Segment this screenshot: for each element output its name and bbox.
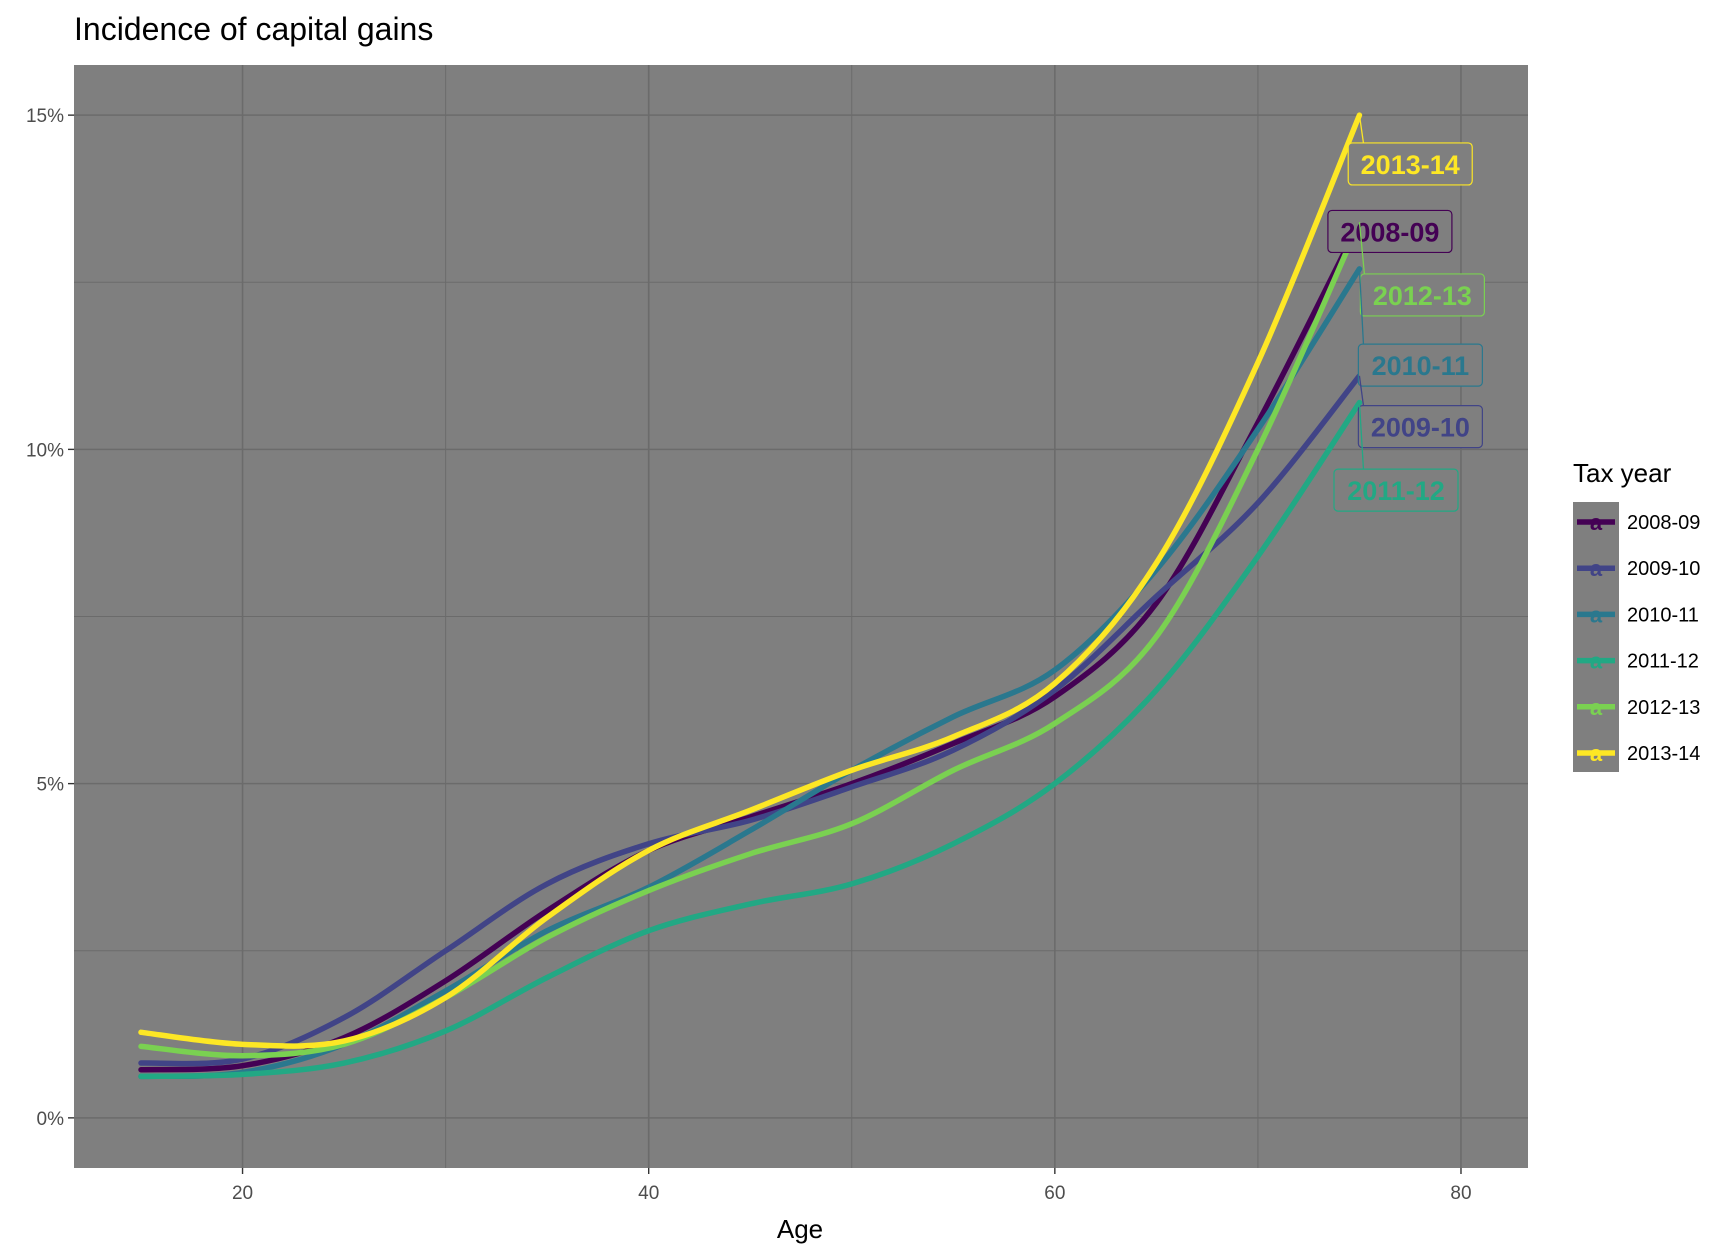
- legend-key-glyph-2013-14: a: [1590, 741, 1603, 766]
- series-line-2012-13: [138, 219, 1363, 1059]
- legend-label-2011-12: 2011-12: [1627, 651, 1699, 673]
- label-leader-2010-11: [1358, 268, 1365, 345]
- y-tick-label: 5%: [37, 775, 65, 796]
- x-tick-label: 80: [1450, 1183, 1471, 1204]
- direct-label-2010-11: 2010-11: [1372, 351, 1470, 381]
- y-tick-label: 0%: [37, 1109, 65, 1130]
- direct-label-2012-13: 2012-13: [1373, 281, 1472, 311]
- label-box-2009-10: [1357, 405, 1483, 449]
- label-box-2013-14: [1347, 142, 1473, 186]
- y-tick-label: 10%: [26, 440, 64, 461]
- label-box-2010-11: [1357, 343, 1483, 387]
- x-axis-title: Age: [777, 1214, 823, 1244]
- legend-label-2010-11: 2010-11: [1627, 604, 1699, 626]
- legend-label-2009-10: 2009-10: [1627, 558, 1700, 580]
- legend-title: Tax year: [1573, 458, 1672, 488]
- direct-labels: 2013-14 2008-09 2012-13 2010-11 2009-10 2011-…: [1327, 115, 1486, 512]
- legend-label-2008-09: 2008-09: [1627, 512, 1700, 534]
- grid-lines: [74, 65, 1528, 1168]
- legend-key-glyph-2011-12: a: [1590, 649, 1603, 674]
- legend: Tax year a 2008-09 a 2009-10 a 2010-11 a 2011-1…: [1573, 458, 1700, 772]
- label-leader-2009-10: [1358, 375, 1365, 406]
- x-tick-label: 60: [1044, 1183, 1065, 1204]
- legend-key-glyph-2009-10: a: [1590, 556, 1603, 581]
- x-tick-label: 40: [638, 1183, 659, 1204]
- y-axis: 0% 5% 10% 15%: [26, 106, 74, 1130]
- y-tick-label: 15%: [26, 106, 64, 127]
- label-box-2008-09: [1327, 209, 1453, 254]
- label-box-2011-12: [1333, 468, 1459, 512]
- legend-keys-background: [1573, 502, 1619, 772]
- legend-key-glyph-2010-11: a: [1590, 602, 1603, 627]
- series-line-2011-12: [138, 399, 1363, 1080]
- legend-key-glyph-2008-09: a: [1590, 510, 1603, 535]
- label-leader-2013-14: [1358, 115, 1365, 144]
- series-line-2013-14: [138, 112, 1363, 1049]
- chart-title: Incidence of capital gains: [74, 11, 433, 47]
- label-leader-2011-12: [1358, 402, 1365, 470]
- direct-label-2013-14: 2013-14: [1361, 150, 1460, 180]
- series-line-2009-10: [138, 373, 1363, 1067]
- legend-label-2012-13: 2012-13: [1627, 697, 1700, 719]
- direct-label-2009-10: 2009-10: [1371, 413, 1470, 443]
- legend-key-glyph-2012-13: a: [1590, 695, 1603, 720]
- x-tick-label: 20: [232, 1183, 253, 1204]
- series-lines: [138, 112, 1363, 1080]
- direct-label-2011-12: 2011-12: [1347, 476, 1445, 506]
- x-axis: 20 40 60 80: [232, 1168, 1472, 1204]
- label-leader-2012-13: [1358, 222, 1366, 275]
- series-line-2008-09: [138, 219, 1363, 1073]
- legend-label-2013-14: 2013-14: [1627, 743, 1700, 765]
- direct-label-2008-09: 2008-09: [1340, 217, 1439, 247]
